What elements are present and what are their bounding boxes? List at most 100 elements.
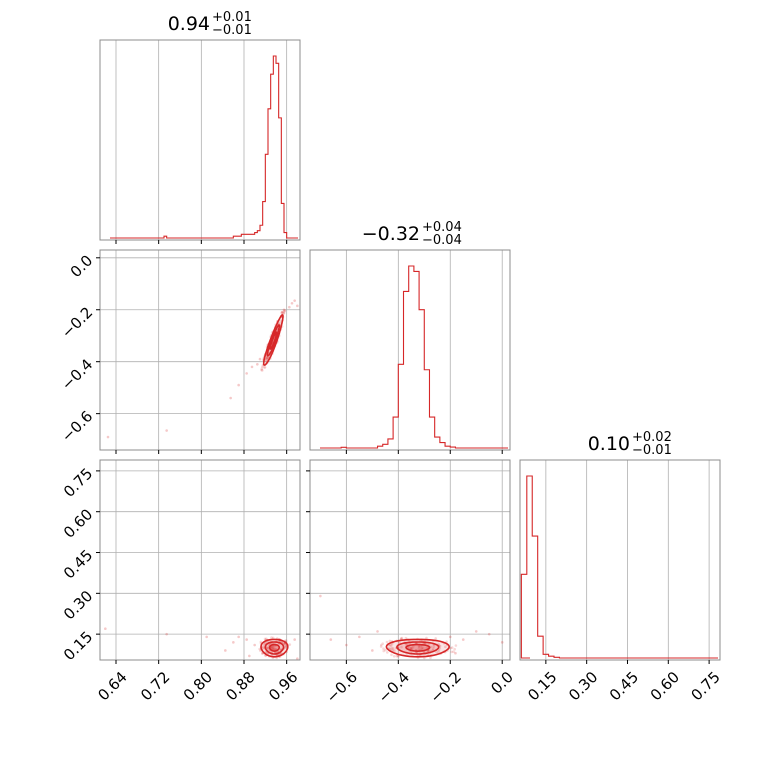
- sample-point: [420, 647, 424, 651]
- histogram-bar: [543, 654, 548, 658]
- histogram-outline: [320, 265, 508, 449]
- sample-point: [388, 643, 392, 647]
- title-value: −0.32: [362, 223, 420, 245]
- sample-point: [431, 647, 435, 651]
- contour-line-2: [396, 641, 440, 655]
- histogram-bar: [260, 225, 263, 238]
- sample-point: [261, 365, 264, 369]
- sample-point: [261, 652, 264, 655]
- outlier-point: [106, 435, 110, 439]
- histogram-bar: [281, 203, 284, 238]
- histogram-bar: [252, 234, 255, 238]
- sample-point: [390, 646, 393, 650]
- histogram-bar: [341, 447, 346, 448]
- density-fill: [396, 642, 439, 654]
- outlier-point: [448, 635, 452, 639]
- histogram-outline: [520, 475, 718, 659]
- x-tick-label: −0.4: [375, 668, 413, 706]
- histogram-bar: [527, 476, 532, 658]
- histogram-bar: [538, 636, 543, 658]
- sample-point: [263, 366, 266, 369]
- x-tick-label: 0.72: [137, 668, 173, 704]
- outlier-point: [345, 643, 348, 647]
- sample-point: [382, 647, 385, 650]
- y-tick-label: 0.0: [67, 251, 97, 281]
- sample-point: [260, 367, 264, 371]
- sample-point: [422, 646, 425, 650]
- sample-point: [412, 645, 415, 648]
- sample-point: [282, 311, 286, 314]
- sample-point: [409, 647, 412, 650]
- outlier-point: [296, 657, 299, 660]
- sample-point: [259, 649, 262, 652]
- histogram-bar: [554, 657, 559, 658]
- sample-point: [384, 648, 387, 652]
- y-tick-label: −0.2: [58, 303, 96, 341]
- sample-point: [263, 637, 267, 641]
- x-tick-label: 0.30: [565, 668, 601, 704]
- sample-point: [280, 310, 284, 314]
- outlier-point: [371, 649, 374, 652]
- sample-point: [409, 647, 413, 650]
- sample-point: [283, 309, 287, 312]
- sample-point: [450, 650, 454, 654]
- sample-point: [266, 356, 269, 359]
- sample-point: [429, 656, 432, 660]
- sample-point: [263, 366, 267, 369]
- sample-point: [450, 646, 454, 649]
- scatter-panel-p2-p3: −0.6 −0.4 −0.2 0.0: [306, 459, 517, 707]
- outlier-point: [358, 635, 361, 639]
- histogram-bar: [241, 234, 244, 238]
- panel-frame: [99, 459, 301, 661]
- outlier-point: [253, 643, 256, 647]
- y-tick-label: 0.60: [60, 505, 96, 541]
- sample-point: [400, 636, 404, 640]
- sample-point: [283, 644, 287, 647]
- x-tick-label: 0.15: [524, 668, 560, 704]
- outlier-point: [293, 299, 296, 302]
- sample-point: [284, 646, 288, 649]
- histogram-bar: [276, 63, 279, 238]
- panel-frame: [309, 249, 511, 451]
- sample-point: [283, 643, 286, 646]
- x-tick-label: 0.75: [688, 668, 724, 704]
- outlier-point: [329, 638, 333, 641]
- sample-point: [395, 654, 399, 658]
- outlier-point: [290, 301, 294, 305]
- sample-point: [274, 647, 277, 651]
- title-upper-error: +0.01: [212, 10, 252, 25]
- histogram-bar: [393, 417, 398, 448]
- contour-line-2: [264, 641, 285, 655]
- sample-point: [404, 636, 408, 640]
- x-tick-label: 0.96: [265, 668, 301, 704]
- histogram-bar: [549, 656, 554, 658]
- density-fill: [269, 644, 280, 652]
- sample-point: [261, 369, 264, 372]
- sample-point: [272, 646, 276, 650]
- panel-title-p1: 0.94 +0.01−0.01: [168, 10, 252, 38]
- histogram-bar: [271, 74, 274, 238]
- sample-point: [454, 644, 458, 647]
- sample-point: [420, 646, 424, 650]
- outlier-point: [487, 632, 491, 636]
- sample-point: [288, 643, 292, 646]
- x-tick-label: 0.60: [647, 668, 683, 704]
- sample-point: [386, 651, 389, 654]
- histogram-bar: [435, 437, 440, 448]
- sample-point: [271, 636, 275, 640]
- histogram-bar: [247, 234, 250, 238]
- histogram-bar: [419, 310, 424, 448]
- sample-point: [438, 644, 442, 648]
- histogram-bar: [164, 236, 167, 238]
- outlier-point: [296, 304, 299, 308]
- scatter-panel-p1-p2: −0.6 −0.4 −0.2 0.0: [58, 249, 301, 454]
- sample-point: [381, 642, 385, 645]
- sample-point: [417, 645, 421, 648]
- sample-point: [390, 644, 393, 647]
- sample-point: [280, 311, 284, 315]
- outlier-point: [461, 638, 465, 641]
- histogram-bar: [409, 266, 414, 448]
- sample-point: [281, 311, 285, 314]
- sample-point: [444, 645, 447, 649]
- histogram-bar: [414, 271, 419, 448]
